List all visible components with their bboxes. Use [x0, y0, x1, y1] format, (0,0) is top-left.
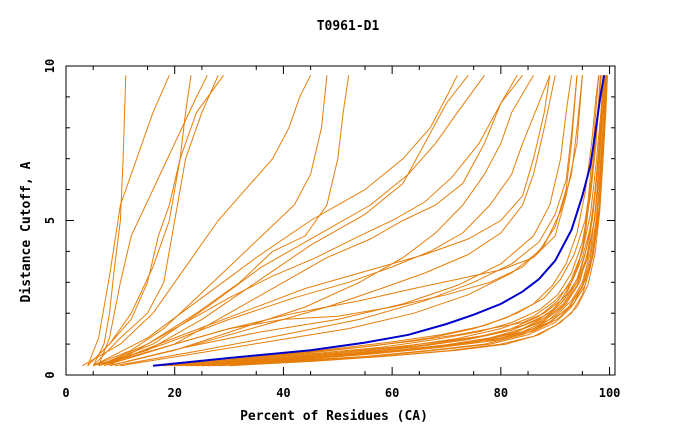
x-tick-label-80: 80: [494, 386, 508, 400]
series-line-28: [174, 75, 605, 367]
series-layer: [82, 74, 608, 367]
series-line-39: [212, 75, 608, 367]
y-axis-label: Distance Cutoff, A: [19, 161, 34, 302]
series-line-18: [109, 75, 556, 367]
series-line-4: [87, 75, 192, 367]
series-line-32: [163, 75, 601, 367]
series-line-42: [158, 75, 600, 367]
series-line-6: [87, 75, 225, 367]
series-line-40: [174, 75, 606, 367]
series-line-30: [185, 75, 605, 367]
y-tick-label-0: 0: [43, 371, 57, 378]
series-line-8: [93, 75, 328, 367]
highlight-series-line: [152, 75, 606, 367]
y-axis-ticks: 0 5 10: [43, 59, 615, 379]
series-line-17: [103, 75, 551, 367]
series-line-16: [98, 75, 551, 367]
x-tick-label-60: 60: [385, 386, 399, 400]
series-line-9: [98, 75, 350, 367]
x-tick-label-20: 20: [167, 386, 181, 400]
series-line-5: [92, 75, 219, 367]
series-line-20: [109, 75, 572, 367]
series-line-23: [120, 75, 578, 367]
highlight-layer: [152, 75, 606, 367]
series-line-21: [114, 75, 578, 367]
series-line-25: [174, 75, 602, 367]
chart-title: T0961-D1: [317, 19, 380, 34]
series-line-15: [109, 75, 534, 367]
x-axis-label: Percent of Residues (CA): [240, 409, 428, 424]
series-line-1: [92, 75, 127, 366]
series-line-41: [201, 75, 608, 367]
series-line-24: [163, 75, 600, 367]
series-line-10: [92, 75, 458, 367]
y-tick-label-10: 10: [43, 59, 57, 73]
series-line-7: [82, 75, 312, 367]
x-tick-label-100: 100: [599, 386, 621, 400]
x-axis-ticks: 0 20 40 60 80 100: [62, 66, 620, 400]
series-line-13: [103, 75, 518, 367]
series-line-22: [98, 75, 583, 367]
series-line-3: [98, 75, 208, 366]
series-line-2: [87, 75, 170, 366]
x-tick-label-40: 40: [276, 386, 290, 400]
x-tick-label-0: 0: [62, 386, 69, 400]
series-line-14: [109, 74, 523, 367]
series-line-12: [93, 74, 469, 367]
y-tick-label-5: 5: [43, 217, 57, 224]
